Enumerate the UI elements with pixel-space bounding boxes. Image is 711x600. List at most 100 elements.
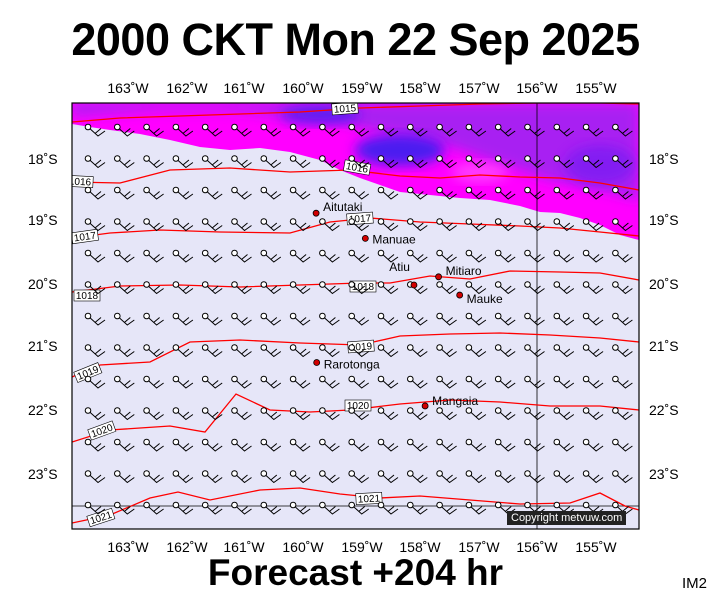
wind-barb — [348, 344, 369, 358]
wind-barb — [260, 312, 282, 326]
isobar-label: 1018 — [73, 289, 101, 302]
isobar-label: 1015 — [331, 103, 359, 116]
lat-tick-left: 19˚S — [28, 212, 58, 228]
wind-barb — [114, 470, 135, 484]
lat-tick-left: 20˚S — [28, 276, 58, 292]
wind-barb — [377, 501, 399, 515]
wind-barb — [84, 501, 106, 515]
wind-barb — [143, 281, 164, 295]
wind-barb — [84, 123, 106, 137]
wind-barb — [612, 501, 633, 515]
wind-barb — [553, 186, 575, 200]
wind-barb — [319, 123, 340, 137]
wind-barb — [582, 155, 604, 169]
wind-barb — [231, 312, 252, 326]
wind-barb — [377, 123, 399, 137]
wind-barb — [465, 281, 487, 295]
wind-barb — [289, 249, 311, 263]
wind-barb — [348, 407, 369, 421]
wind-barb — [494, 186, 516, 200]
wind-barb — [231, 344, 252, 358]
wind-barb — [524, 218, 545, 232]
wind-barb — [114, 281, 135, 295]
wind-barb — [377, 281, 399, 295]
wind-barb — [114, 249, 135, 263]
wind-barb — [612, 375, 633, 389]
wind-barb — [348, 312, 369, 326]
wind-barb — [436, 407, 457, 421]
wind-barb — [582, 470, 604, 484]
wind-barb — [465, 312, 487, 326]
wind-barb — [377, 312, 399, 326]
wind-barb — [348, 501, 369, 515]
isobar-1020 — [72, 393, 639, 443]
wind-barb — [377, 186, 399, 200]
wind-barb — [319, 344, 340, 358]
lat-tick-right: 20˚S — [649, 276, 679, 292]
wind-barb — [260, 501, 282, 515]
wind-barb — [289, 218, 311, 232]
wind-barb — [231, 218, 252, 232]
wind-barb — [289, 123, 311, 137]
wind-barb — [172, 218, 194, 232]
wind-barb — [348, 249, 369, 263]
wind-barb — [612, 438, 633, 452]
isobar-label: 1021 — [355, 492, 383, 506]
wind-barb — [348, 470, 369, 484]
wind-barb — [201, 438, 223, 452]
island-markers: Aitutaki Manuae Mitiaro Atiu Mauke Rarotonga M… — [312, 200, 503, 410]
wind-barb — [436, 123, 457, 137]
wind-barb — [612, 186, 633, 200]
lon-tick-top: 156˚W — [516, 80, 558, 96]
wind-barb — [319, 375, 340, 389]
wind-barb — [494, 281, 516, 295]
wind-barb — [436, 375, 457, 389]
wind-barb — [465, 186, 487, 200]
wind-barb — [172, 407, 194, 421]
wind-barb — [553, 249, 575, 263]
wind-barb — [494, 438, 516, 452]
wind-barb — [553, 470, 575, 484]
svg-text:1016: 1016 — [69, 176, 92, 188]
wind-barb — [231, 470, 252, 484]
wind-barb — [612, 249, 633, 263]
wind-barb — [231, 438, 252, 452]
lon-tick-top: 157˚W — [458, 80, 500, 96]
wind-barb — [319, 312, 340, 326]
wind-barb — [494, 407, 516, 421]
wind-barb — [524, 407, 545, 421]
isobar-1018 — [72, 270, 639, 293]
wind-barb — [524, 470, 545, 484]
wind-barb — [201, 186, 223, 200]
wind-barb — [143, 375, 164, 389]
wind-barb — [524, 375, 545, 389]
wind-barb — [465, 375, 487, 389]
wind-barb — [143, 438, 164, 452]
wind-barb — [612, 281, 633, 295]
wind-barb — [289, 407, 311, 421]
wind-barb — [377, 470, 399, 484]
wind-barb — [319, 407, 340, 421]
svg-text:1020: 1020 — [347, 401, 370, 412]
lat-tick-right: 22˚S — [649, 402, 679, 418]
wind-barb — [84, 249, 106, 263]
wind-barb — [348, 438, 369, 452]
wind-barb — [84, 375, 106, 389]
wind-barb — [553, 155, 575, 169]
wind-barb — [201, 407, 223, 421]
wind-barb — [114, 375, 135, 389]
map-title: 2000 CKT Mon 22 Sep 2025 — [71, 14, 640, 65]
wind-barb — [201, 249, 223, 263]
wind-barb — [289, 501, 311, 515]
wind-barb — [494, 312, 516, 326]
island-label: Mangaia — [432, 394, 478, 408]
wind-barb — [524, 344, 545, 358]
wind-barb — [172, 123, 194, 137]
lon-tick-top: 162˚W — [166, 80, 208, 96]
wind-barb — [84, 407, 106, 421]
wind-barb — [143, 312, 164, 326]
wind-barb — [260, 344, 282, 358]
wind-barb — [114, 344, 135, 358]
isobar-label: 1016 — [69, 175, 94, 189]
